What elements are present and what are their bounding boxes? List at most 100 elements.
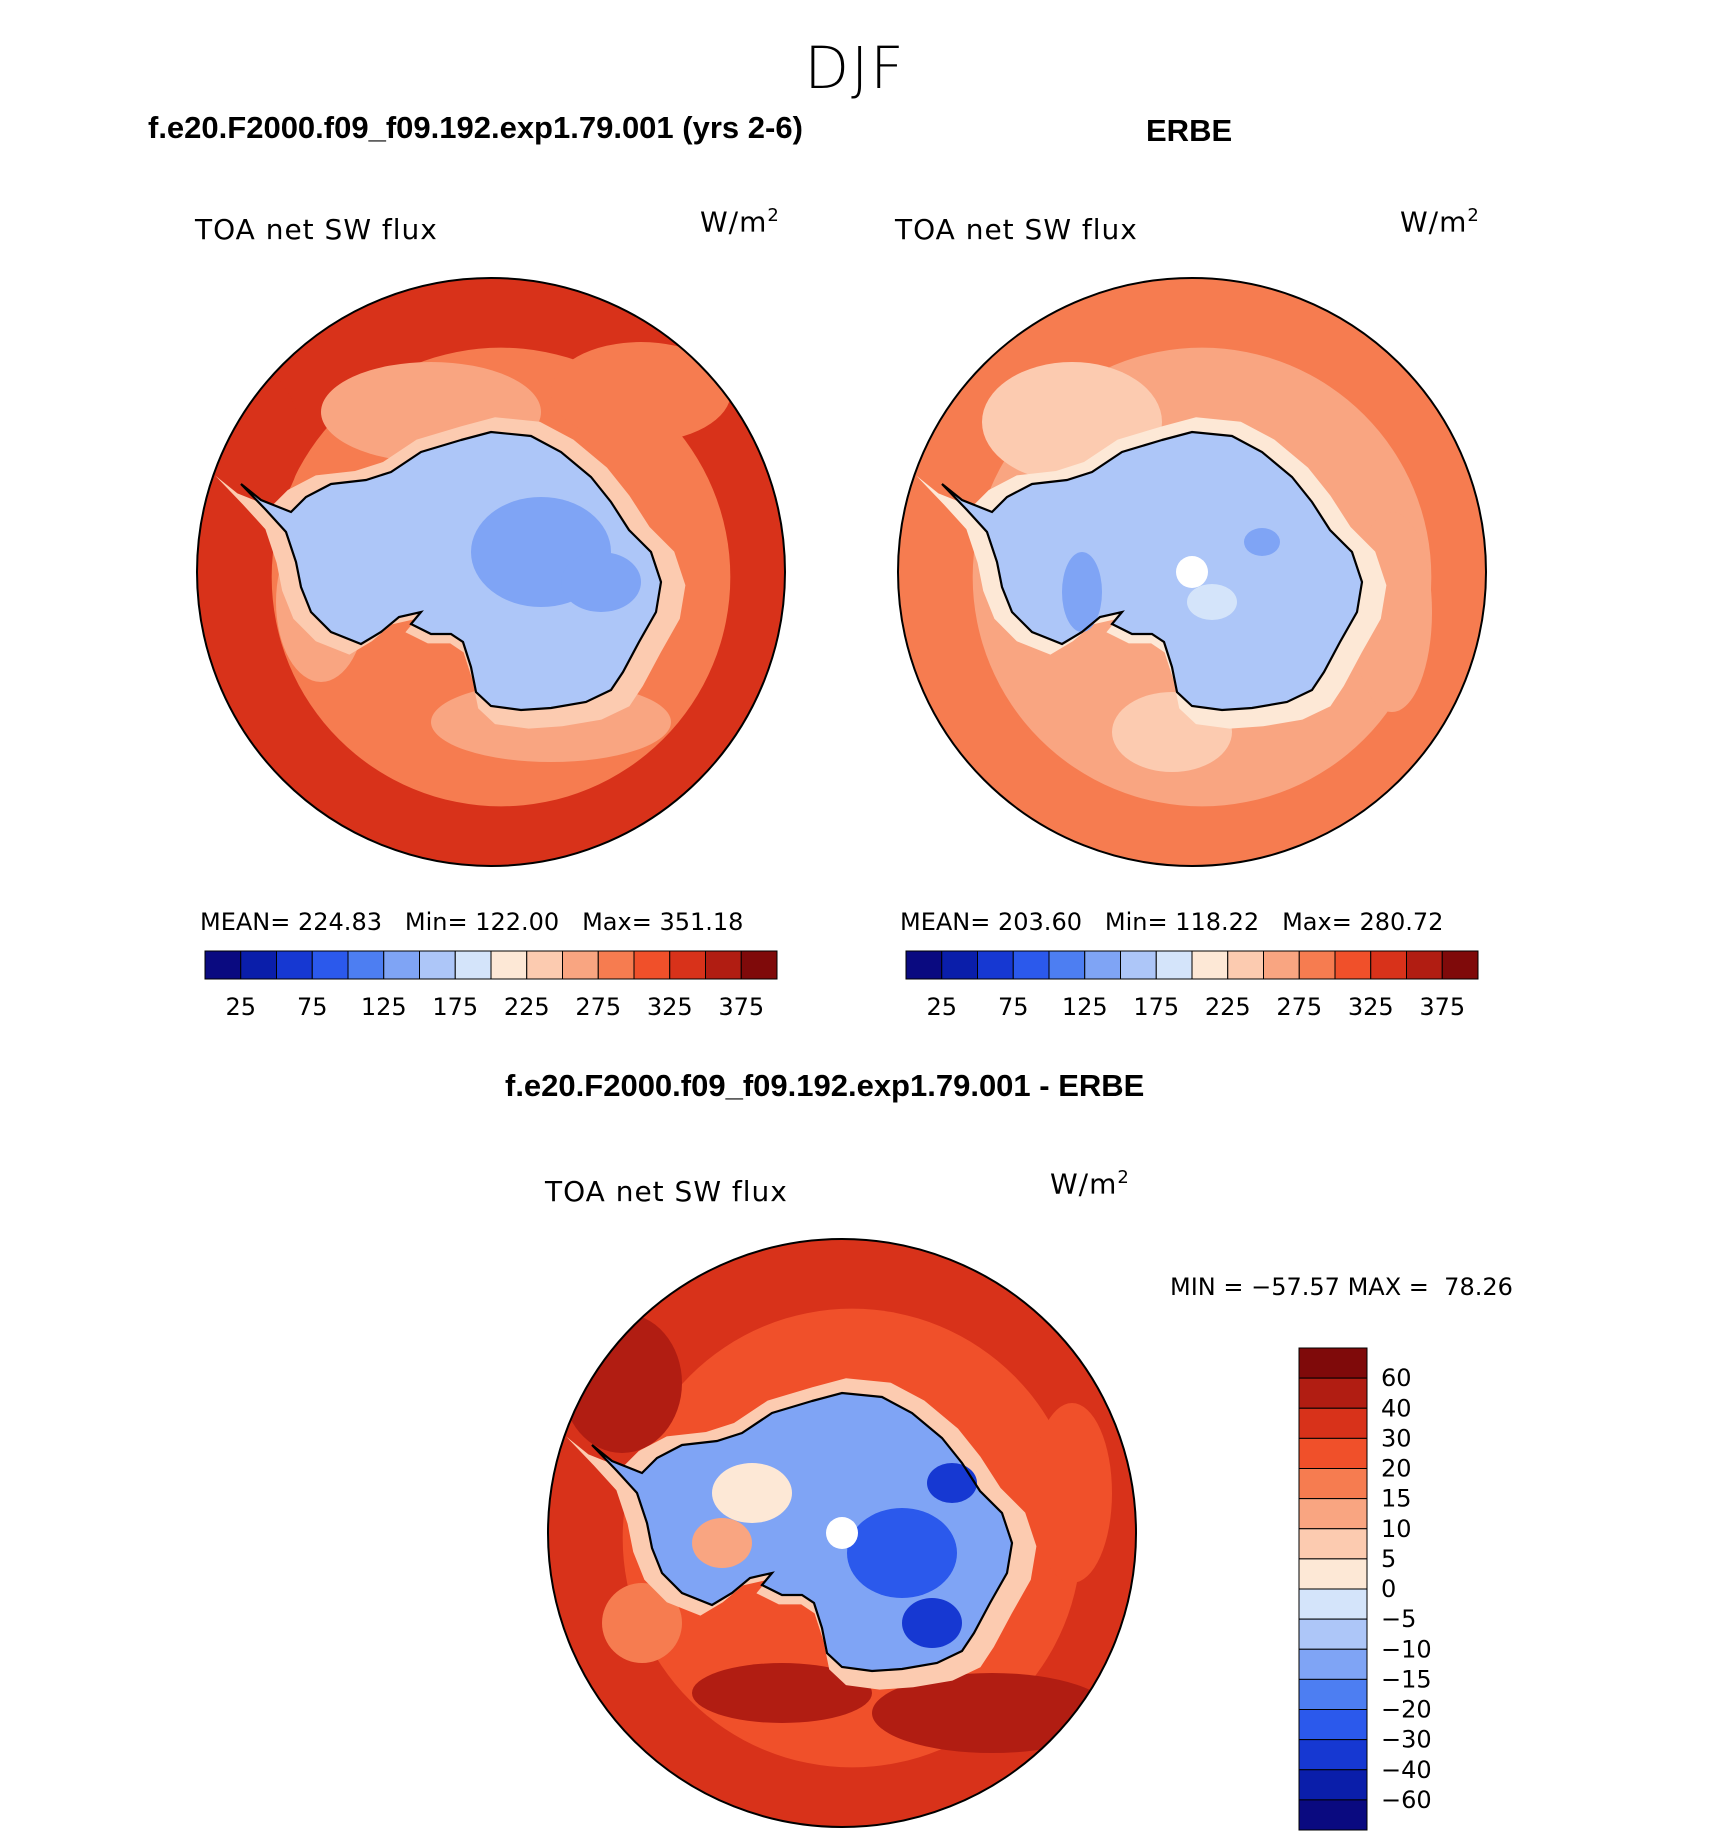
continent-patch-1: [1244, 528, 1280, 556]
obs-map: [897, 277, 1487, 867]
colorbar-swatch-2: [977, 950, 1014, 980]
obs-units-label: W/m2: [1400, 205, 1480, 239]
colorbar-tick-label: −20: [1381, 1696, 1432, 1724]
colorbar-tick-label: −15: [1381, 1665, 1432, 1693]
pole-hole: [826, 1517, 858, 1549]
colorbar-tick-label: 125: [361, 993, 407, 1021]
colorbar-tick-label: −60: [1381, 1786, 1432, 1814]
colorbar-swatch-3: [311, 950, 349, 980]
continent-field: [592, 1393, 1012, 1671]
colorbar-swatch-7: [1298, 1558, 1368, 1590]
colorbar-swatch-0: [1298, 1347, 1368, 1379]
colorbar-swatch-6: [1120, 950, 1157, 980]
obs-stats: MEAN= 203.60 Min= 118.22 Max= 280.72: [900, 908, 1444, 936]
colorbar-swatch-9: [1298, 1618, 1368, 1650]
continent-patch-2: [902, 1598, 962, 1648]
colorbar-swatch-3: [1298, 1437, 1368, 1469]
colorbar-swatch-13: [1370, 950, 1407, 980]
colorbar-swatch-14: [1406, 950, 1443, 980]
continent-patch-4: [692, 1518, 752, 1568]
model-units-label: W/m2: [700, 205, 780, 239]
colorbar-tick-label: 375: [718, 993, 764, 1021]
coastline: [941, 430, 1364, 712]
continent-patch-0: [847, 1508, 957, 1598]
colorbar-tick-label: 225: [504, 993, 550, 1021]
pole-hole: [1176, 556, 1208, 588]
model-panel-title: f.e20.F2000.f09_f09.192.exp1.79.001 (yrs…: [148, 110, 803, 145]
map-border: [196, 277, 786, 867]
colorbar-tick-label: −40: [1381, 1756, 1432, 1784]
colorbar-swatch-13: [669, 950, 706, 980]
colorbar-swatch-7: [454, 950, 492, 980]
season-title: DJF: [804, 34, 906, 102]
diff-panel-title: f.e20.F2000.f09_f09.192.exp1.79.001 - ER…: [505, 1068, 1145, 1103]
obs-panel-title: ERBE: [1146, 113, 1233, 148]
colorbar-swatch-2: [276, 950, 313, 980]
colorbar-tick-label: −10: [1381, 1635, 1432, 1663]
colorbar-tick-label: 125: [1062, 993, 1108, 1021]
model-variable-label: TOA net SW flux: [195, 213, 438, 246]
colorbar-tick-label: 75: [297, 993, 328, 1021]
field-patch-3: [1032, 1403, 1112, 1583]
colorbar-tick-label: 60: [1381, 1364, 1412, 1392]
colorbar-swatch-0: [204, 950, 242, 980]
colorbar-swatch-11: [1298, 950, 1336, 980]
colorbar-swatch-1: [1298, 1377, 1368, 1409]
colorbar-swatch-10: [562, 950, 599, 980]
model-map: [196, 277, 786, 867]
diff-units-label: W/m2: [1050, 1167, 1130, 1201]
colorbar-tick-label: 0: [1381, 1575, 1396, 1603]
diff-stats: MIN = −57.57 MAX = 78.26: [1170, 1273, 1513, 1301]
colorbar-swatch-15: [740, 950, 778, 980]
field-patch-4: [551, 342, 731, 442]
continent-patch-1: [561, 552, 641, 612]
colorbar-swatch-9: [526, 950, 563, 980]
colorbar-swatch-11: [1298, 1678, 1368, 1710]
colorbar-tick-label: 175: [432, 993, 478, 1021]
colorbar-tick-label: 25: [926, 993, 957, 1021]
colorbar-swatch-12: [1334, 950, 1372, 980]
continent-patch-0: [1062, 552, 1102, 632]
colorbar-swatch-5: [383, 950, 420, 980]
colorbar-swatch-10: [1263, 950, 1300, 980]
colorbar-tick-label: 15: [1381, 1485, 1412, 1513]
colorbar-swatch-12: [633, 950, 671, 980]
colorbar-swatch-14: [1298, 1769, 1368, 1801]
diff-map: [547, 1238, 1137, 1828]
colorbar-tick-label: −30: [1381, 1726, 1432, 1754]
colorbar-tick-label: 275: [575, 993, 621, 1021]
colorbar-tick-label: 30: [1381, 1424, 1412, 1452]
obs-colorbar: 25 75 125 175 225 275 325 375: [905, 950, 1479, 1021]
colorbar-swatch-10: [1298, 1648, 1368, 1680]
colorbar-tick-label: 75: [998, 993, 1029, 1021]
colorbar-swatch-0: [905, 950, 943, 980]
colorbar-swatch-6: [419, 950, 456, 980]
colorbar-tick-label: 10: [1381, 1515, 1412, 1543]
colorbar-swatch-8: [1191, 950, 1229, 980]
colorbar-swatch-4: [1298, 1468, 1368, 1500]
colorbar-tick-label: 5: [1381, 1545, 1396, 1573]
colorbar-swatch-11: [597, 950, 635, 980]
colorbar-swatch-15: [1441, 950, 1479, 980]
field-patch-1: [872, 1673, 1112, 1753]
continent-patch-2: [1187, 584, 1237, 620]
colorbar-tick-label: −5: [1381, 1605, 1416, 1633]
colorbar-swatch-6: [1298, 1528, 1368, 1560]
colorbar-swatch-1: [941, 950, 978, 980]
colorbar-swatch-3: [1012, 950, 1050, 980]
coastline: [240, 430, 663, 712]
continent-patch-3: [712, 1463, 792, 1523]
colorbar-tick-label: 225: [1205, 993, 1251, 1021]
field-patch-2: [692, 1663, 872, 1723]
map-border: [897, 277, 1487, 867]
colorbar-swatch-15: [1298, 1799, 1368, 1831]
colorbar-swatch-4: [1048, 950, 1086, 980]
colorbar-tick-label: 20: [1381, 1455, 1412, 1483]
model-colorbar: 25 75 125 175 225 275 325 375: [204, 950, 778, 1021]
colorbar-swatch-1: [240, 950, 277, 980]
colorbar-swatch-5: [1298, 1498, 1368, 1530]
colorbar-swatch-8: [1298, 1588, 1368, 1620]
continent-patch-1: [927, 1463, 977, 1503]
